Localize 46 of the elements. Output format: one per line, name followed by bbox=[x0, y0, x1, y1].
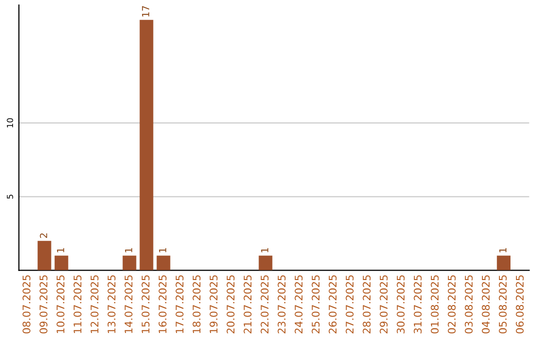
x-tick-label: 19.07.2025 bbox=[210, 275, 218, 333]
x-tick-label: 02.08.2025 bbox=[448, 275, 456, 334]
x-tick-label: 29.07.2025 bbox=[380, 275, 388, 334]
bar bbox=[258, 256, 272, 270]
data-label: 2 bbox=[40, 233, 48, 238]
bar bbox=[140, 20, 154, 270]
x-tick-label: 09.07.2025 bbox=[40, 275, 48, 334]
x-tick-label: 11.07.2025 bbox=[74, 275, 82, 333]
x-tick-label: 03.08.2025 bbox=[464, 275, 473, 334]
data-label: 1 bbox=[499, 248, 506, 252]
x-tick-label: 14.07.2025 bbox=[124, 275, 132, 333]
x-tick-label: 10.07.2025 bbox=[56, 275, 64, 333]
bar bbox=[156, 256, 170, 270]
y-tick-label: 5 bbox=[6, 194, 14, 199]
data-label: 1 bbox=[57, 248, 64, 252]
x-tick-label: 04.08.2025 bbox=[482, 275, 490, 334]
x-tick-label: 08.07.2025 bbox=[22, 275, 30, 334]
x-tick-label: 23.07.2025 bbox=[278, 275, 286, 334]
x-tick-label: 31.07.2025 bbox=[414, 275, 422, 334]
bar bbox=[496, 256, 510, 270]
x-tick-label: 15.07.2025 bbox=[142, 275, 150, 333]
x-tick-label: 22.07.2025 bbox=[260, 275, 269, 334]
x-tick-label: 27.07.2025 bbox=[346, 275, 354, 334]
x-tick-label: 20.07.2025 bbox=[226, 275, 235, 334]
x-tick-label: 01.08.2025 bbox=[430, 275, 439, 334]
x-tick-label: 13.07.2025 bbox=[108, 275, 116, 333]
x-tick-label: 06.08.2025 bbox=[516, 275, 524, 334]
x-tick-label: 05.08.2025 bbox=[498, 275, 507, 334]
x-tick-label: 21.07.2025 bbox=[244, 275, 252, 334]
bar bbox=[38, 240, 52, 270]
x-tick-label: 18.07.2025 bbox=[192, 275, 201, 333]
x-tick-label: 16.07.2025 bbox=[158, 275, 167, 333]
x-tick-label: 17.07.2025 bbox=[176, 275, 184, 333]
x-tick-label: 28.07.2025 bbox=[362, 275, 371, 334]
data-label: 1 bbox=[159, 248, 166, 252]
data-label: 17 bbox=[142, 6, 150, 17]
data-label: 1 bbox=[125, 248, 132, 252]
x-tick-label: 24.07.2025 bbox=[294, 275, 303, 334]
x-tick-label: 25.07.2025 bbox=[312, 275, 320, 334]
bar bbox=[54, 256, 68, 270]
x-tick-label: 30.07.2025 bbox=[396, 275, 405, 334]
bar bbox=[122, 256, 136, 270]
x-tick-label: 26.07.2025 bbox=[328, 275, 337, 334]
data-label: 1 bbox=[261, 248, 268, 252]
x-tick-label: 12.07.2025 bbox=[90, 275, 98, 333]
y-tick-label: 10 bbox=[6, 118, 14, 128]
